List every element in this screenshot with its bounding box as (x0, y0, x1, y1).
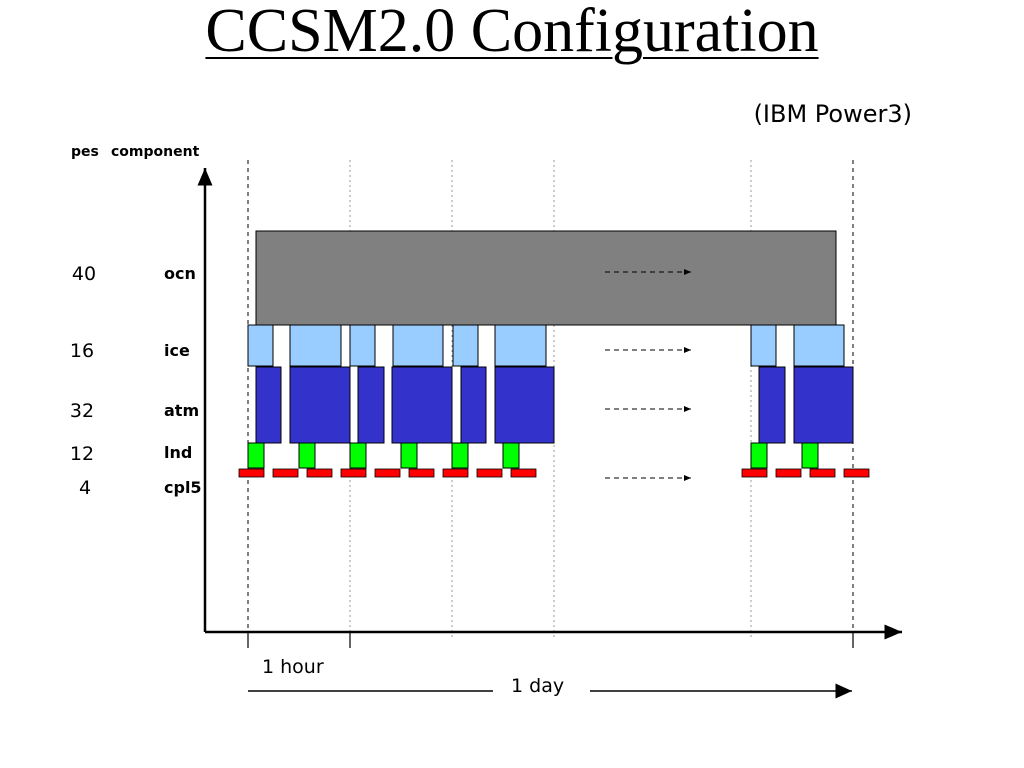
pes-value-atm: 32 (69, 400, 95, 422)
hour-label: 1 hour (262, 656, 324, 678)
pes-value-ice: 16 (69, 340, 95, 362)
ice-bar (392, 324, 444, 367)
cpl-bar (306, 468, 333, 478)
cpl-bar (741, 468, 768, 478)
cpl-bar (809, 468, 836, 478)
lnd-bar (750, 442, 768, 469)
platform-label: (IBM Power3) (753, 100, 912, 128)
atm-bar (289, 366, 351, 444)
cpl-bar (442, 468, 469, 478)
cpl-bar (408, 468, 435, 478)
lnd-bar (801, 442, 819, 469)
ice-bar (750, 324, 777, 367)
cpl-bar (775, 468, 802, 478)
cpl-bar (374, 468, 401, 478)
lnd-bar (349, 442, 367, 469)
ice-bar (349, 324, 376, 367)
pes-value-ocn: 40 (71, 263, 97, 285)
ice-bar (289, 324, 342, 367)
component-label-lnd: lnd (164, 443, 193, 462)
lnd-bar (502, 442, 520, 469)
atm-bar (460, 366, 487, 444)
atm-bar (391, 366, 453, 444)
cpl-bar (843, 468, 870, 478)
atm-bar (793, 366, 854, 444)
ice-bar (452, 324, 479, 367)
pes-value-lnd: 12 (69, 443, 95, 465)
atm-bar (758, 366, 786, 444)
ice-bar (247, 324, 274, 367)
lnd-bar (298, 442, 316, 469)
component-label-atm: atm (164, 401, 200, 420)
slide-title: CCSM2.0 Configuration (205, 0, 819, 65)
atm-bar (494, 366, 555, 444)
lnd-bar (400, 442, 418, 469)
lnd-bar (247, 442, 265, 469)
cpl-bar (340, 468, 367, 478)
cpl-bar (510, 468, 537, 478)
pes-header: pes (71, 144, 99, 160)
atm-bar (255, 366, 282, 444)
component-label-ocn: ocn (164, 264, 196, 283)
ocn-bar (255, 230, 837, 326)
component-label-ice: ice (164, 341, 190, 360)
atm-bar (357, 366, 385, 444)
ice-bar (494, 324, 547, 367)
day-label: 1 day (511, 675, 565, 697)
lnd-bar (451, 442, 469, 469)
component-label-cpl: cpl5 (164, 478, 202, 497)
pes-value-cpl: 4 (78, 477, 92, 499)
ice-bar (793, 324, 845, 367)
cpl-bar (476, 468, 503, 478)
cpl-bar (238, 468, 265, 478)
cpl-bar (272, 468, 299, 478)
component-header: component (111, 144, 200, 160)
